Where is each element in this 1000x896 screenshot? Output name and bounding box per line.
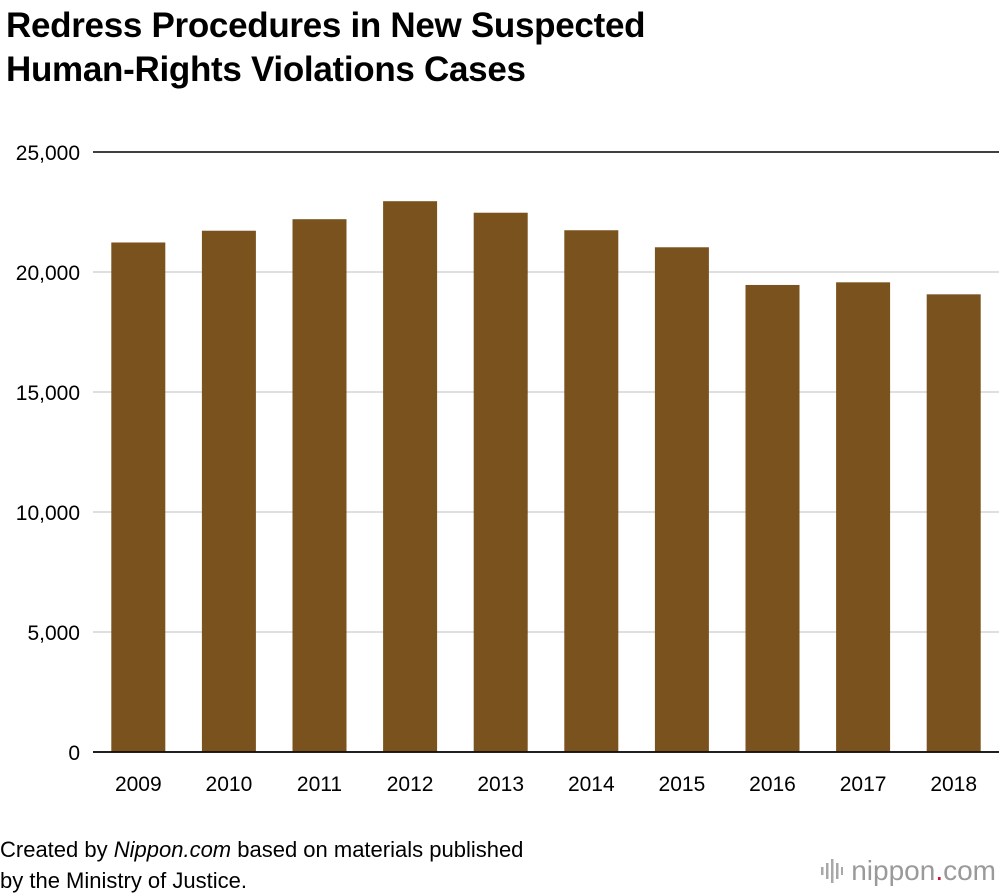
y-tick-label: 15,000	[16, 382, 80, 405]
x-tick-label: 2013	[477, 773, 524, 796]
source-suffix: based on materials published	[231, 837, 524, 862]
bar-2016	[745, 284, 800, 752]
x-axis-tick-labels: 2009 2010 2011 2012 2013 2014 2015 2016 2017 2018	[115, 773, 977, 796]
bars	[93, 201, 999, 753]
nippon-logo: nippon.com	[821, 855, 996, 887]
bar-2014	[564, 230, 619, 753]
x-tick-label: 2009	[115, 773, 162, 796]
bar-2010	[201, 230, 256, 753]
x-tick-label: 2012	[387, 773, 434, 796]
chart-title-line-2: Human-Rights Violations Cases	[6, 50, 526, 89]
y-tick-label: 0	[68, 742, 80, 765]
x-tick-label: 2015	[659, 773, 706, 796]
logo-dot: .	[935, 855, 944, 886]
bar-2018	[926, 294, 981, 752]
y-tick-label: 10,000	[16, 502, 80, 525]
x-tick-label: 2010	[206, 773, 253, 796]
y-tick-label: 25,000	[16, 142, 80, 165]
x-tick-label: 2016	[749, 773, 796, 796]
source-prefix: Created by	[0, 837, 114, 862]
x-tick-label: 2017	[840, 773, 887, 796]
source-line-1: Created by Nippon.com based on materials…	[0, 834, 700, 865]
bar-2012	[383, 201, 438, 752]
bar-2015	[654, 247, 709, 752]
chart-title-line-1: Redress Procedures in New Suspected	[6, 6, 646, 45]
bars-icon	[821, 859, 844, 883]
bar-2011	[292, 219, 347, 752]
source-site: Nippon.com	[113, 837, 232, 862]
logo-tld: com	[943, 855, 996, 886]
source-line-2: by the Ministry of Justice.	[0, 868, 247, 893]
bar-2009	[111, 242, 166, 753]
y-axis-tick-labels: 0 5,000 10,000 15,000 20,000 25,000	[16, 142, 80, 765]
bar-2017	[836, 282, 891, 752]
x-tick-label: 2011	[297, 773, 342, 796]
y-tick-label: 5,000	[27, 622, 80, 645]
bar-2013	[473, 212, 528, 753]
logo-name: nippon	[851, 855, 936, 886]
x-tick-label: 2018	[930, 773, 977, 796]
chart-title: Redress Procedures in New Suspected Huma…	[6, 4, 906, 92]
source-note: Created by Nippon.com based on materials…	[0, 834, 700, 896]
x-tick-label: 2014	[568, 773, 615, 796]
y-tick-label: 20,000	[16, 262, 80, 285]
